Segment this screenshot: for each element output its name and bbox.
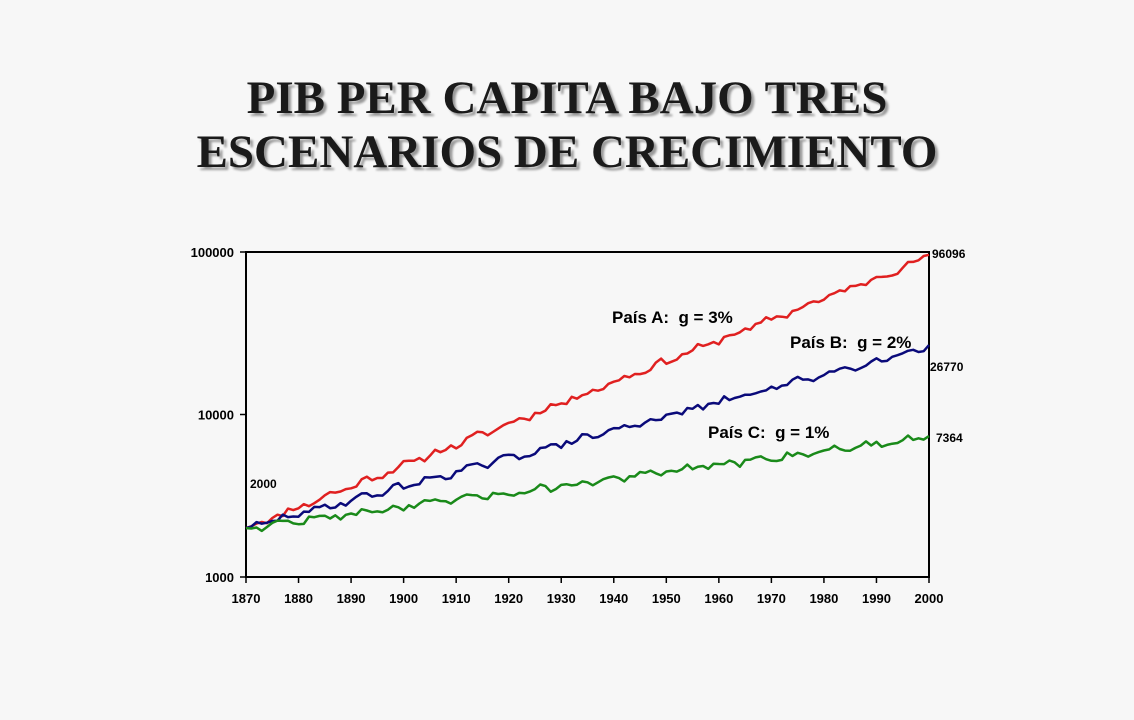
x-tick-label: 1980 [809,591,838,606]
x-tick-label: 1940 [599,591,628,606]
end-label-b: 26770 [930,360,964,374]
x-tick-label: 1950 [652,591,681,606]
series-line-c [245,434,930,533]
end-label-a: 96096 [932,247,966,261]
x-tick-label: 1930 [547,591,576,606]
x-tick-label: 1960 [704,591,733,606]
y-axis: 1000 10000 100000 [191,245,246,585]
end-label-c: 7364 [936,431,963,445]
series-line-b [245,344,930,530]
x-tick-label: 1970 [757,591,786,606]
title-line-1: PIB PER CAPITA BAJO TRES [246,72,888,124]
y-tick-label: 1000 [205,570,234,585]
title-line-2: ESCENARIOS DE CRECIMIENTO [196,126,938,178]
y-tick-label: 100000 [191,245,234,260]
x-tick-label: 1870 [232,591,261,606]
x-tick-label: 2000 [915,591,944,606]
series-label-a: País A: g = 3% [612,308,733,327]
x-tick-label: 1910 [442,591,471,606]
x-tick-label: 1890 [337,591,366,606]
x-tick-label: 1990 [862,591,891,606]
y-tick-label: 10000 [198,408,234,423]
x-axis: 1870 1880 1890 1900 1910 1920 1930 1940 1950 1960… [232,577,944,606]
series-label-b: País B: g = 2% [790,333,911,352]
start-value-label: 2000 [250,477,277,491]
x-tick-label: 1880 [284,591,313,606]
series-line-a [245,253,930,530]
x-tick-label: 1920 [494,591,523,606]
x-tick-label: 1900 [389,591,418,606]
series-label-c: País C: g = 1% [708,423,829,442]
series-lines [245,253,930,533]
plot-area [245,251,930,578]
